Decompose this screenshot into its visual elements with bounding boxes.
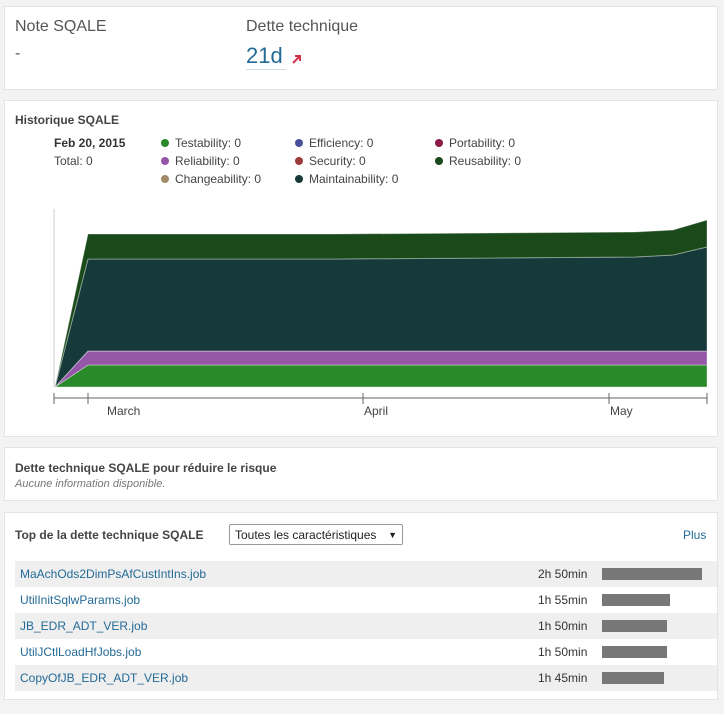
- technical-debt-value[interactable]: 21d: [246, 43, 283, 68]
- file-link[interactable]: UtilJCtlLoadHfJobs.job: [20, 645, 142, 659]
- debt-value: 1h 50min: [538, 619, 588, 633]
- legend-label: Reusability: 0: [449, 154, 522, 168]
- legend-item-efficiency: Efficiency: 0: [295, 136, 373, 150]
- legend-label: Portability: 0: [449, 136, 516, 150]
- legend-item-reliability: Reliability: 0: [161, 154, 240, 168]
- x-tick-label-march: March: [107, 404, 141, 418]
- debt-bar: [602, 672, 664, 684]
- legend-item-security: Security: 0: [295, 154, 366, 168]
- legend-total: Total: 0: [54, 154, 93, 168]
- legend-dot-icon: [161, 139, 169, 147]
- legend-item-changeability: Changeability: 0: [161, 172, 261, 186]
- debt-bar: [602, 568, 702, 580]
- legend-dot-icon: [295, 139, 303, 147]
- trend-up-arrow-icon: [292, 55, 301, 64]
- legend-label: Security: 0: [309, 154, 366, 168]
- file-link[interactable]: CopyOfJB_EDR_ADT_VER.job: [20, 671, 189, 685]
- top-debt-card: Top de la dette technique SQALE Toutes l…: [4, 512, 718, 700]
- debt-risk-title: Dette technique SQALE pour réduire le ri…: [15, 461, 277, 475]
- sqale-rating-label: Note SQALE: [15, 18, 107, 35]
- history-title: Historique SQALE: [15, 113, 120, 127]
- legend-item-reusability: Reusability: 0: [435, 154, 521, 168]
- legend-dot-icon: [295, 157, 303, 165]
- legend-label: Changeability: 0: [175, 172, 262, 186]
- file-link[interactable]: MaAchOds2DimPsAfCustIntIns.job: [20, 567, 207, 581]
- technical-debt-underline: [246, 69, 286, 70]
- legend-date: Feb 20, 2015: [54, 136, 126, 150]
- file-link[interactable]: JB_EDR_ADT_VER.job: [20, 619, 148, 633]
- debt-value: 1h 45min: [538, 671, 588, 685]
- table-row: CopyOfJB_EDR_ADT_VER.job 1h 45min: [15, 665, 717, 691]
- legend-item-testability: Testability: 0: [161, 136, 241, 150]
- legend-label: Maintainability: 0: [309, 172, 399, 186]
- measures-card: Note SQALE - Dette technique 21d: [4, 6, 718, 90]
- x-tick-label-april: April: [364, 404, 389, 418]
- area-series-reusability[interactable]: [54, 219, 708, 388]
- table-row: MaAchOds2DimPsAfCustIntIns.job 2h 50min: [15, 561, 717, 587]
- legend-dot-icon: [295, 175, 303, 183]
- characteristic-select[interactable]: Toutes les caractéristiques ▼: [229, 524, 403, 545]
- debt-bar: [602, 646, 667, 658]
- file-link[interactable]: UtilInitSqlwParams.job: [20, 593, 141, 607]
- legend-item-portability: Portability: 0: [435, 136, 515, 150]
- table-row: UtilInitSqlwParams.job 1h 55min: [15, 587, 717, 613]
- legend-dot-icon: [161, 175, 169, 183]
- x-tick-label-may: May: [610, 404, 633, 418]
- legend-dot-icon: [435, 139, 443, 147]
- top-debt-title: Top de la dette technique SQALE: [15, 528, 204, 542]
- legend-dot-icon: [435, 157, 443, 165]
- legend-label: Testability: 0: [175, 136, 242, 150]
- debt-value: 1h 50min: [538, 645, 588, 659]
- history-card: Historique SQALE Feb 20, 2015 Total: 0 T…: [4, 100, 718, 437]
- sqale-rating-value: -: [15, 45, 21, 62]
- technical-debt-label: Dette technique: [246, 18, 359, 35]
- more-link[interactable]: Plus: [683, 528, 707, 542]
- area-series-testability[interactable]: [53, 364, 708, 388]
- sqale-history-chart[interactable]: [5, 101, 719, 438]
- table-row: UtilJCtlLoadHfJobs.job 1h 50min: [15, 639, 717, 665]
- debt-value: 2h 50min: [538, 567, 588, 581]
- chevron-down-icon: ▼: [388, 529, 397, 540]
- legend-label: Reliability: 0: [175, 154, 240, 168]
- characteristic-select-value: Toutes les caractéristiques: [235, 527, 377, 542]
- legend-item-maintainability: Maintainability: 0: [295, 172, 398, 186]
- debt-bar: [602, 620, 667, 632]
- debt-risk-card: Dette technique SQALE pour réduire le ri…: [4, 447, 718, 501]
- debt-bar: [602, 594, 670, 606]
- table-row: JB_EDR_ADT_VER.job 1h 50min: [15, 613, 717, 639]
- legend-dot-icon: [161, 157, 169, 165]
- legend-label: Efficiency: 0: [309, 136, 374, 150]
- no-info-text: Aucune information disponible.: [15, 478, 166, 490]
- debt-value: 1h 55min: [538, 593, 588, 607]
